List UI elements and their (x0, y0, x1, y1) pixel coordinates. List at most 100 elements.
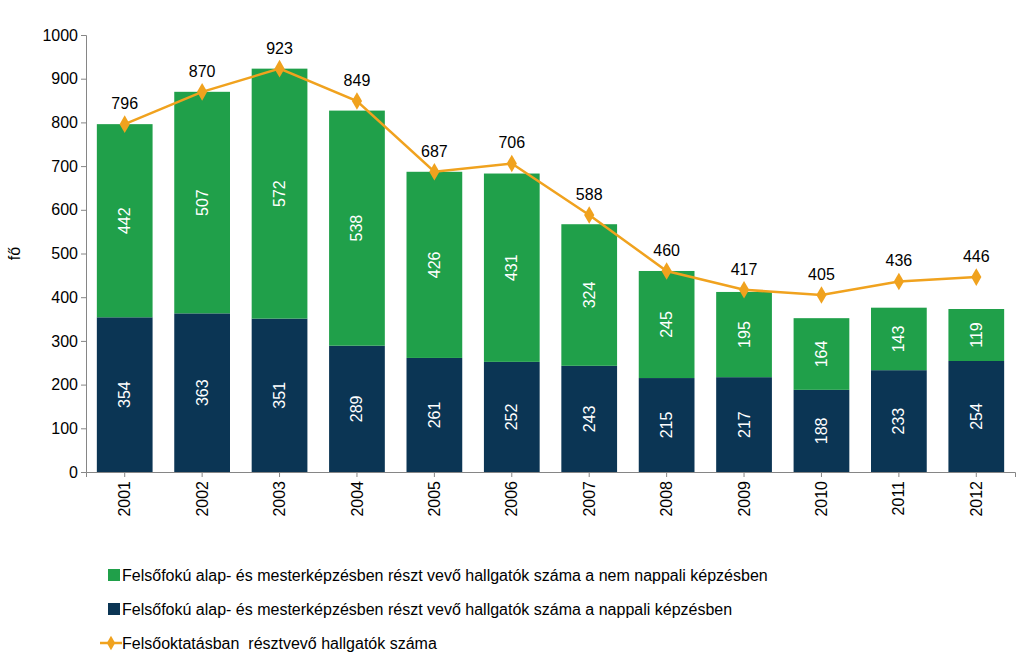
line-label: 436 (886, 252, 913, 269)
x-tick-mark (124, 472, 125, 477)
x-tick: 2007 (581, 472, 598, 517)
bar-label: 195 (736, 321, 753, 348)
y-tick-label: 200 (51, 376, 78, 393)
y-tick-label: 100 (51, 420, 78, 437)
line-marker (274, 60, 284, 78)
y-tick-mark (81, 79, 86, 80)
chart: 3543633512892612522432152171882332544425… (0, 0, 1023, 668)
x-tick: 2003 (271, 472, 288, 517)
bar (97, 124, 153, 317)
x-tick-label: 2012 (968, 481, 985, 517)
bar (174, 313, 230, 472)
bar-label: 289 (348, 395, 365, 422)
bar (407, 172, 463, 358)
bar (716, 377, 772, 472)
line-label: 849 (344, 72, 371, 89)
legend-label: Felsőfokú alap- és mesterképzésben részt… (122, 567, 768, 584)
legend-symbol (108, 569, 120, 581)
y-tick-mark (81, 254, 86, 255)
x-tick: 2004 (349, 472, 366, 517)
bar-label: 324 (581, 282, 598, 309)
bar (329, 111, 385, 346)
line-label: 706 (498, 134, 525, 151)
line-marker (662, 262, 672, 280)
legend-item: Felsőoktatásban résztvevő hallgatók szám… (100, 635, 437, 652)
line-marker (120, 115, 130, 133)
bar (871, 370, 927, 472)
bar-label: 215 (658, 412, 675, 439)
line-label: 460 (653, 242, 680, 259)
bar (97, 317, 153, 472)
bar (329, 346, 385, 472)
bar-label: 217 (736, 411, 753, 438)
y-tick-mark (81, 122, 86, 123)
y-tick: 300 (51, 333, 86, 350)
bar-label: 164 (813, 341, 830, 368)
line-label: 923 (266, 40, 293, 57)
y-tick-mark (81, 385, 86, 386)
bar-label: 431 (503, 254, 520, 281)
bar (252, 319, 308, 472)
x-tick-label: 2009 (736, 481, 753, 517)
y-axis-title: fő (6, 247, 23, 260)
y-tick-mark (81, 472, 86, 473)
bar (948, 361, 1004, 472)
line-marker (584, 206, 594, 224)
legend-label: Felsőfokú alap- és mesterképzésben részt… (122, 601, 732, 618)
bar (639, 378, 695, 472)
x-tick: 2006 (503, 472, 520, 517)
y-tick-mark (81, 341, 86, 342)
bar-label: 363 (194, 379, 211, 406)
bar-label: 254 (968, 403, 985, 430)
bar-label: 245 (658, 311, 675, 338)
line-label: 687 (421, 143, 448, 160)
line-label: 417 (731, 261, 758, 278)
x-tick-mark (976, 472, 977, 477)
bar (174, 92, 230, 314)
y-tick-label: 600 (51, 201, 78, 218)
y-tick: 800 (51, 114, 86, 131)
bar (407, 358, 463, 472)
x-tick-mark (434, 472, 435, 477)
y-tick-mark (81, 166, 86, 167)
line-marker (197, 83, 207, 101)
x-tick: 2008 (658, 472, 675, 517)
x-tick-mark (202, 472, 203, 477)
x-tick-mark (356, 472, 357, 477)
x-tick-mark (279, 472, 280, 477)
y-tick: 0 (69, 464, 86, 481)
y-tick: 100 (51, 420, 86, 437)
y-tick-mark (81, 297, 86, 298)
bar-label: 243 (581, 405, 598, 432)
x-tick: 2012 (968, 472, 985, 517)
x-tick-mark (511, 472, 512, 477)
y-tick-label: 900 (51, 70, 78, 87)
y-tick: 1000 (42, 27, 86, 44)
y-tick-label: 700 (51, 158, 78, 175)
y-tick-label: 400 (51, 289, 78, 306)
line-label: 796 (111, 95, 138, 112)
x-tick: 2010 (813, 472, 830, 517)
bar (716, 292, 772, 377)
line-marker (894, 273, 904, 291)
legend-label: Felsőoktatásban résztvevő hallgatók szám… (122, 635, 437, 652)
y-tick-mark (81, 428, 86, 429)
bar-label: 351 (271, 382, 288, 409)
bar-label: 354 (116, 381, 133, 408)
bar-label: 426 (426, 251, 443, 278)
y-axis-line (81, 36, 87, 473)
bar-label: 538 (348, 215, 365, 242)
x-tick-mark (821, 472, 822, 477)
y-tick: 900 (51, 70, 86, 87)
y-tick-label: 300 (51, 333, 78, 350)
bar-label: 188 (813, 417, 830, 444)
x-tick-mark (744, 472, 745, 477)
line-label: 870 (189, 63, 216, 80)
x-tick-label: 2001 (116, 481, 133, 517)
x-axis: 2001200220032004200520062007200820092010… (87, 472, 1016, 517)
x-tick-mark (589, 472, 590, 477)
bar-label: 233 (890, 408, 907, 435)
y-tick-label: 500 (51, 245, 78, 262)
bar (871, 308, 927, 370)
y-tick-label: 0 (69, 464, 78, 481)
